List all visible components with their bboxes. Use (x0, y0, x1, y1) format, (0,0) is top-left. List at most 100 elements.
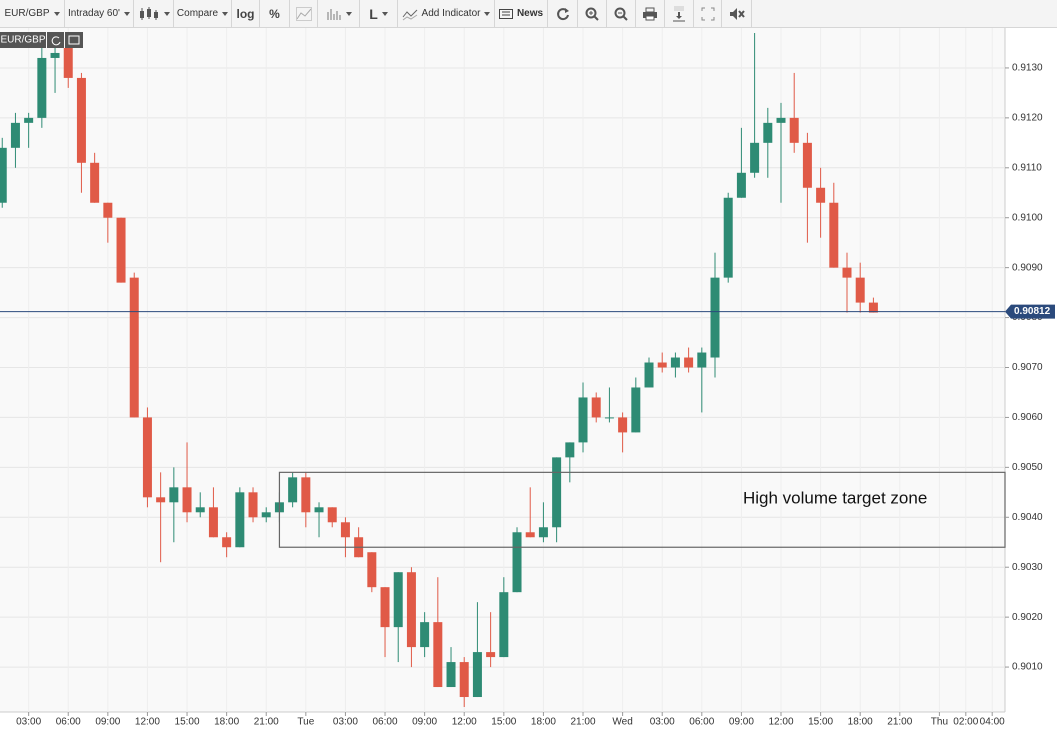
candle-body (604, 417, 614, 419)
toolbar: EUR/GBP Intraday 60' Compare log % L Add… (0, 0, 1057, 28)
candle-body (512, 532, 522, 593)
x-tick-label: 21:00 (887, 717, 912, 728)
candle-body (433, 622, 443, 688)
zone-annotation: High volume target zone (743, 488, 927, 507)
x-tick-label: 09:00 (95, 717, 120, 728)
candle-body (736, 172, 746, 198)
x-tick-label: 09:00 (729, 717, 754, 728)
symbol-button[interactable]: EUR/GBP (0, 0, 65, 27)
fullscreen-icon (701, 7, 714, 20)
percent-text: % (269, 6, 280, 21)
x-tick-label: 09:00 (412, 717, 437, 728)
candle-body (552, 457, 562, 528)
y-tick-label: 0.9130 (1012, 63, 1043, 74)
candle-body (393, 572, 403, 628)
refresh-button[interactable] (548, 0, 578, 27)
news-icon (498, 8, 513, 19)
compare-text: Compare (176, 8, 219, 19)
candle-body (578, 397, 588, 443)
candle-body (816, 187, 826, 203)
log-button[interactable]: log (232, 0, 260, 27)
draw-button[interactable] (290, 0, 318, 27)
candle-body (446, 662, 456, 688)
percent-button[interactable]: % (260, 0, 290, 27)
x-tick-label: 15:00 (175, 717, 200, 728)
zoom-out-icon (614, 7, 628, 21)
candle-body (472, 652, 482, 698)
export-button[interactable] (665, 0, 694, 27)
candle-body (340, 522, 350, 538)
candle-body (76, 77, 86, 163)
x-tick-label: 02:00 (953, 717, 978, 728)
line-style-button[interactable]: L (360, 0, 398, 27)
symbol-badge: EUR/GBP (0, 32, 83, 48)
calendar-badge[interactable] (65, 32, 83, 48)
news-button[interactable]: News (495, 0, 548, 27)
symbol-text: EUR/GBP (4, 8, 50, 19)
indicator-icon (402, 9, 417, 20)
candle-body (327, 507, 337, 523)
fullscreen-button[interactable] (694, 0, 722, 27)
candle-body (169, 487, 179, 503)
candle-body (116, 217, 126, 283)
y-tick-label: 0.9030 (1012, 562, 1043, 573)
mute-button[interactable] (722, 0, 752, 27)
add-indicator-button[interactable]: Add Indicator (398, 0, 495, 27)
x-tick-label: 12:00 (135, 717, 160, 728)
y-tick-label: 0.9110 (1012, 162, 1042, 173)
y-tick-label: 0.9070 (1012, 362, 1043, 373)
interval-button[interactable]: Intraday 60' (65, 0, 134, 27)
candle-body (288, 477, 298, 503)
calendar-icon (68, 35, 80, 45)
x-tick-label: 03:00 (650, 717, 675, 728)
refresh-icon (556, 7, 569, 20)
symbol-badge-text: EUR/GBP (0, 35, 45, 46)
export-icon (673, 5, 685, 21)
print-button[interactable] (636, 0, 665, 27)
x-tick-label: 18:00 (848, 717, 873, 728)
y-tick-label: 0.9020 (1012, 612, 1043, 623)
volume-button[interactable] (318, 0, 360, 27)
x-tick-label: 15:00 (491, 717, 516, 728)
news-text: News (516, 8, 544, 19)
candle-body (789, 117, 799, 143)
candle-body (129, 277, 139, 418)
candle-body (24, 117, 34, 123)
candle-body (499, 592, 509, 658)
candle-body (195, 507, 205, 513)
candle-body (380, 587, 390, 628)
x-tick-label: 06:00 (373, 717, 398, 728)
candle-body (868, 302, 878, 313)
draw-icon (295, 6, 312, 21)
candle-body (750, 142, 760, 173)
candle-body (367, 552, 377, 588)
candle-body (301, 477, 311, 513)
volume-icon (327, 8, 340, 20)
compare-button[interactable]: Compare (174, 0, 232, 27)
x-tick-label: 04:00 (980, 717, 1005, 728)
reset-badge[interactable] (47, 32, 64, 48)
candle-body (103, 202, 113, 218)
x-tick-label: 06:00 (689, 717, 714, 728)
symbol-badge-bg (0, 32, 46, 48)
candle-body (618, 417, 628, 433)
log-text: log (236, 6, 255, 21)
candle-body (684, 357, 694, 368)
candle-body (763, 122, 773, 143)
candle-body (842, 267, 852, 278)
candle-body (222, 537, 232, 548)
add-indicator-text: Add Indicator (421, 8, 481, 19)
chart-type-button[interactable] (134, 0, 174, 27)
y-tick-label: 0.9100 (1012, 212, 1043, 223)
x-tick-label: 15:00 (808, 717, 833, 728)
x-tick-label: Tue (297, 717, 314, 728)
candle-body (50, 52, 60, 58)
x-tick-label: Thu (931, 717, 948, 728)
candle-body (670, 357, 680, 368)
zoom-out-button[interactable] (607, 0, 636, 27)
zoom-in-button[interactable] (578, 0, 607, 27)
candle-body (829, 202, 839, 268)
last-price-label: 0.90812 (1014, 306, 1051, 317)
candle-body (855, 277, 865, 303)
